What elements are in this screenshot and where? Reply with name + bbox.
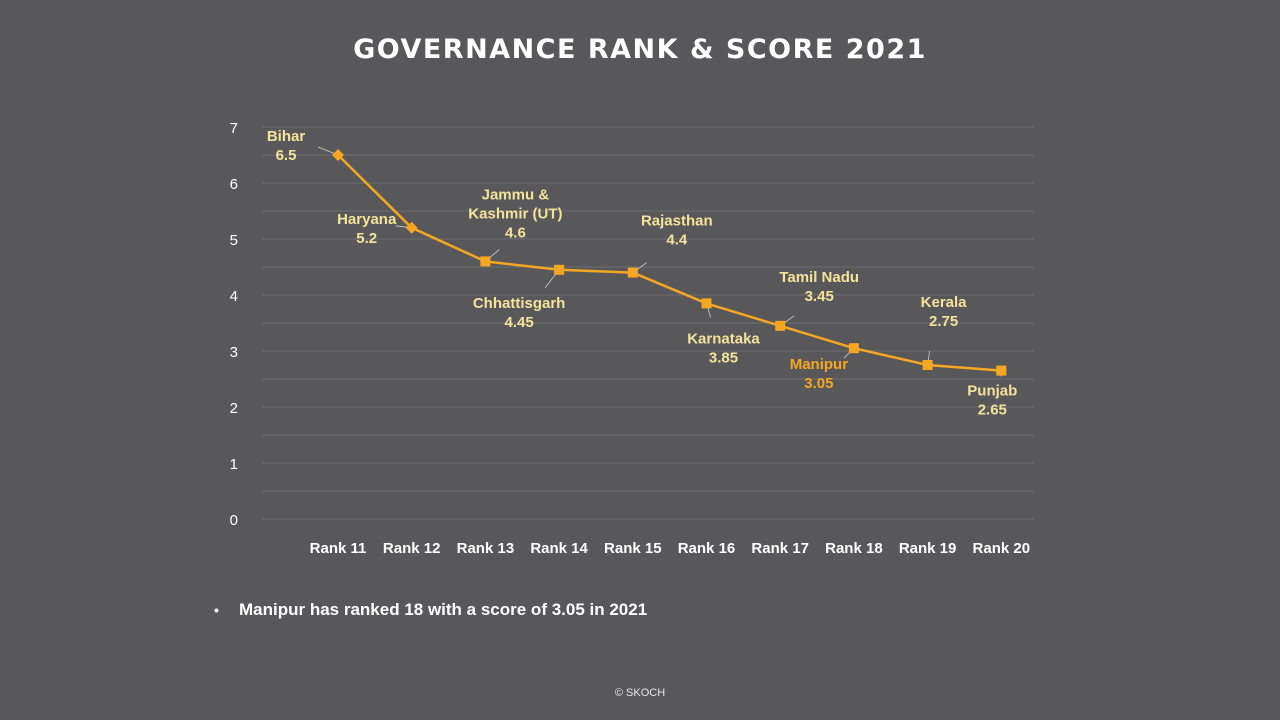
data-point-marker [848, 343, 859, 354]
series-line [337, 154, 1002, 372]
summary-note-text: Manipur has ranked 18 with a score of 3.… [239, 600, 648, 619]
x-tick-label: Rank 17 [751, 540, 809, 557]
x-tick-label: Rank 13 [457, 540, 515, 557]
y-tick-label: 4 [230, 288, 238, 305]
y-tick-label: 6 [230, 176, 238, 193]
data-label: Karnataka 3.85 [687, 330, 760, 366]
x-tick-label: Rank 18 [825, 540, 883, 557]
y-tick-label: 5 [230, 232, 238, 249]
x-tick-label: Rank 12 [383, 540, 441, 557]
data-point-marker [922, 360, 933, 370]
y-tick-label: 0 [230, 512, 238, 529]
chart-title: GOVERNANCE RANK & SCORE 2021 [353, 34, 927, 65]
y-tick-label: 1 [230, 456, 238, 473]
y-tick-label: 7 [230, 120, 238, 137]
summary-note: • Manipur has ranked 18 with a score of … [214, 600, 647, 620]
x-tick-label: Rank 20 [973, 540, 1031, 557]
data-point-marker [405, 221, 418, 234]
data-label: Manipur 3.05 [790, 356, 848, 392]
data-point-marker [332, 149, 344, 161]
data-label: Punjab 2.65 [967, 383, 1017, 419]
data-point-marker [554, 264, 565, 275]
data-point-marker [627, 267, 638, 278]
data-label: Bihar 6.5 [267, 128, 306, 164]
data-label: Tamil Nadu 3.45 [779, 269, 859, 305]
data-label: Rajasthan 4.4 [641, 213, 713, 249]
x-tick-label: Rank 11 [310, 540, 367, 557]
y-tick-label: 2 [230, 400, 238, 417]
data-point-marker [480, 256, 491, 267]
data-label: Jammu & Kashmir (UT) 4.6 [468, 186, 562, 241]
data-point-marker [775, 320, 786, 331]
data-point-marker [701, 298, 712, 309]
x-tick-label: Rank 15 [604, 540, 662, 557]
x-tick-label: Rank 16 [678, 540, 736, 557]
data-label: Chhattisgarh 4.45 [473, 295, 566, 331]
copyright-notice: © SKOCH [614, 687, 666, 699]
data-label: Kerala 2.75 [921, 294, 968, 330]
data-point-marker [996, 365, 1007, 376]
x-tick-label: Rank 14 [530, 540, 588, 557]
x-tick-label: Rank 19 [899, 540, 957, 557]
y-tick-label: 3 [230, 344, 238, 361]
bullet-marker: • [214, 602, 219, 618]
data-label: Haryana 5.2 [337, 211, 397, 247]
